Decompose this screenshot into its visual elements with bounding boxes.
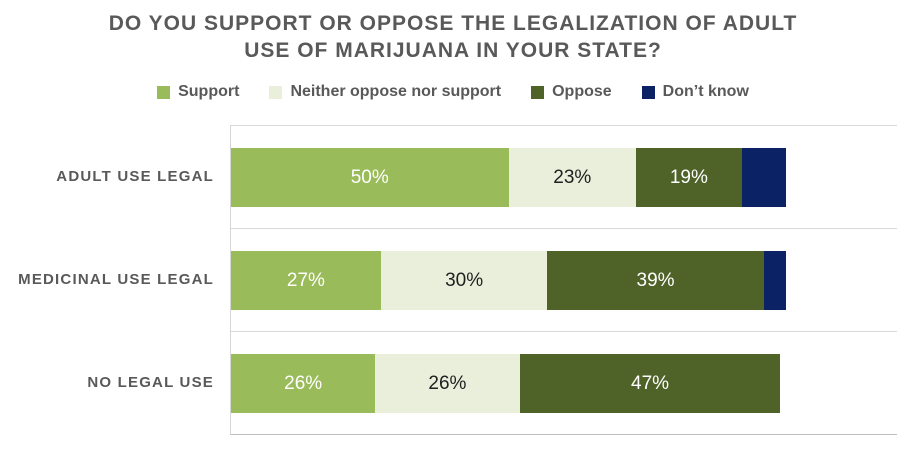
bar-segment: 19%: [636, 148, 742, 207]
bar-segment: 26%: [375, 354, 520, 413]
legend-swatch-icon: [641, 85, 655, 99]
bar-segment-label: 50%: [350, 166, 389, 188]
plot-area: 50% 23% 19% 27% 30% 39% 26% 26% 47%: [230, 125, 897, 435]
bar-track: 27% 30% 39%: [231, 251, 897, 310]
bar-segment: 23%: [508, 148, 637, 207]
legend-item: Don’t know: [641, 83, 749, 101]
legend-swatch-icon: [269, 85, 283, 99]
category-label: ADULT USE LEGAL: [56, 168, 214, 185]
bar-segment-label: 19%: [669, 166, 708, 188]
legend-item: Oppose: [531, 83, 612, 101]
chart-title: DO YOU SUPPORT OR OPPOSE THE LEGALIZATIO…: [108, 12, 798, 62]
legend-label: Don’t know: [662, 83, 749, 100]
bar-segment: 26%: [231, 354, 376, 413]
legend-label: Neither oppose nor support: [290, 83, 502, 100]
legend-label: Support: [178, 83, 240, 100]
bar-row: 50% 23% 19%: [231, 125, 897, 228]
bar-segment-label: 26%: [284, 372, 323, 394]
legend-label: Oppose: [552, 83, 612, 100]
legend: Support Neither oppose nor support Oppose D…: [0, 83, 906, 101]
bar-track: 50% 23% 19%: [231, 148, 897, 207]
bar-segment: 30%: [380, 251, 548, 310]
bar-segment-label: 39%: [636, 269, 675, 291]
legend-item: Neither oppose nor support: [269, 83, 501, 101]
bar-segment: [741, 148, 786, 207]
legend-swatch-icon: [531, 85, 545, 99]
bar-segment-label: 30%: [445, 269, 484, 291]
bar-segment-label: 23%: [553, 166, 592, 188]
legend-swatch-icon: [157, 85, 171, 99]
bar-segment: 39%: [547, 251, 764, 310]
bar-segment-label: 26%: [428, 372, 467, 394]
bar-segment-label: 27%: [286, 269, 325, 291]
legend-item: Support: [157, 83, 239, 101]
category-label: MEDICINAL USE LEGAL: [18, 271, 214, 288]
bar-row: 27% 30% 39%: [231, 228, 897, 331]
bar-track: 26% 26% 47%: [231, 354, 897, 413]
bar-segment: [763, 251, 786, 310]
bar-row: 26% 26% 47%: [231, 331, 897, 434]
bar-segment-label: 47%: [631, 372, 670, 394]
bar-segment: 27%: [231, 251, 381, 310]
category-label: NO LEGAL USE: [87, 374, 214, 391]
bar-segment: 50%: [231, 148, 509, 207]
bar-segment: 47%: [519, 354, 781, 413]
